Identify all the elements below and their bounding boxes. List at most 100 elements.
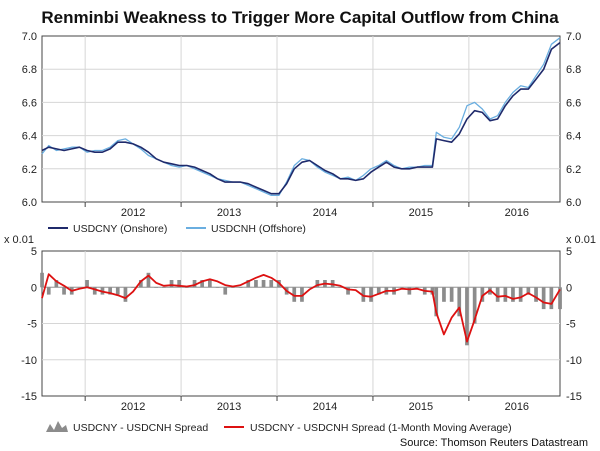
spread-bar [307, 287, 312, 288]
spread-bar [85, 280, 89, 288]
bottom-series [40, 272, 562, 346]
top-y-ticks-right: 7.0 6.8 6.6 6.4 6.2 6.0 [566, 31, 581, 209]
spread-bar [139, 280, 143, 288]
spread-bar [534, 287, 538, 302]
top-x-tick-label-2014: 2014 [313, 207, 337, 219]
spread-bar [369, 287, 373, 302]
top-x-tick-label-2016: 2016 [505, 207, 529, 219]
chart-title: Renminbi Weakness to Trigger More Capita… [41, 8, 559, 27]
top-legend: USDCNY (Onshore) USDCNH (Offshore) [48, 223, 306, 235]
spread-bar [261, 280, 266, 288]
spread-bar [541, 287, 546, 310]
spread-bar [558, 287, 562, 310]
series-line-moving-average [41, 273, 561, 343]
spread-bar [503, 287, 508, 302]
spread-bar [315, 280, 320, 288]
spread-bar [442, 287, 446, 302]
bottom-y-tick-label-right: -10 [566, 355, 582, 367]
spread-bar [472, 287, 477, 324]
bottom-x-tick-label-2015: 2015 [409, 401, 433, 413]
spread-bar [465, 287, 469, 346]
spread-bar [526, 287, 531, 295]
spread-bar [40, 272, 44, 288]
top-plot-frame [41, 35, 561, 203]
bottom-y-tick-label-right: 0 [566, 282, 572, 294]
legend-swatch-spread [46, 421, 68, 432]
spread-bar [518, 287, 523, 302]
legend-label-offshore: USDCNH (Offshore) [211, 223, 306, 235]
spread-bar [399, 287, 404, 288]
top-y-tick-label-right: 6.6 [566, 97, 581, 109]
spread-bar [549, 287, 554, 310]
top-y-ticks-left: 7.0 6.8 6.6 6.4 6.2 6.0 [22, 31, 37, 209]
bottom-y-tick-label-left: -5 [27, 319, 37, 331]
bottom-x-ticks: 2012 2013 2014 2015 2016 [121, 401, 529, 413]
top-series-lines [41, 37, 561, 197]
spread-bar [338, 287, 343, 288]
bottom-y-tick-label-right: -5 [566, 319, 576, 331]
bottom-y-tick-label-left: 0 [31, 282, 37, 294]
spread-bar [215, 287, 220, 288]
spread-bar [123, 287, 128, 302]
spread-bar [495, 287, 500, 302]
spread-bar [115, 287, 120, 295]
spread-bar [449, 287, 454, 302]
top-x-tick-label-2013: 2013 [217, 207, 241, 219]
spread-bar [346, 287, 350, 295]
spread-bar [146, 272, 151, 288]
spread-bar [54, 280, 59, 288]
bottom-x-tick-label-2014: 2014 [313, 401, 337, 413]
spread-bar [361, 287, 366, 302]
spread-bar [162, 287, 166, 288]
top-x-tick-label-2015: 2015 [409, 207, 433, 219]
top-y-tick-label-left: 6.4 [22, 131, 37, 143]
bottom-y-ticks-right: 5 0 -5 -10 -15 [566, 246, 582, 403]
top-y-tick-label-right: 6.2 [566, 164, 581, 176]
top-y-tick-label-right: 7.0 [566, 31, 581, 43]
spread-bar [169, 280, 174, 288]
top-y-tick-label-left: 6.6 [22, 97, 37, 109]
spread-bar [192, 280, 197, 288]
source-note: Source: Thomson Reuters Datastream [400, 437, 588, 449]
spread-bar [62, 287, 66, 295]
spread-bar [407, 287, 412, 295]
spread-bar [300, 287, 304, 302]
spread-bar [154, 287, 158, 288]
bottom-x-tick-label-2013: 2013 [217, 401, 241, 413]
series-line-offshore [41, 37, 561, 197]
top-y-tick-label-right: 6.8 [566, 64, 581, 76]
spread-bar [108, 287, 112, 295]
bottom-y-tick-label-left: 5 [31, 246, 37, 258]
spread-bar [46, 287, 51, 295]
spread-bar [480, 287, 485, 302]
spread-bar [457, 287, 462, 317]
spread-bar [269, 280, 274, 288]
spread-bar [238, 287, 243, 288]
spread-bar [200, 280, 204, 288]
bottom-y-tick-label-right: -15 [566, 391, 582, 403]
top-y-tick-label-left: 6.8 [22, 64, 37, 76]
spread-bar [77, 287, 82, 288]
scale-label-left: x 0.01 [4, 234, 34, 246]
spread-bar [434, 287, 439, 317]
top-y-tick-label-left: 7.0 [22, 31, 37, 43]
spread-bar [185, 287, 189, 288]
spread-bar [511, 287, 515, 302]
spread-bar [131, 287, 135, 288]
spread-bar [92, 287, 97, 295]
spread-bar [246, 280, 251, 288]
top-y-tick-label-left: 6.0 [22, 197, 37, 209]
bottom-legend: USDCNY - USDCNH Spread USDCNY - USDCNH S… [46, 421, 512, 434]
spread-bar [292, 287, 297, 302]
legend-label-spread: USDCNY - USDCNH Spread [73, 422, 208, 434]
scale-label-right: x 0.01 [566, 234, 596, 246]
top-panel: 7.0 6.8 6.6 6.4 6.2 6.0 7.0 6.8 6.6 6.4 6.2 6.0 20… [22, 31, 582, 219]
spread-bar [254, 280, 258, 288]
bottom-panel: 50-5-10-15 50-5-10-15 2012 2013 2014 2015 20… [21, 246, 582, 413]
bottom-y-tick-label-left: -15 [21, 391, 37, 403]
bottom-x-tick-label-2012: 2012 [121, 401, 145, 413]
legend-label-moving-average: USDCNY - USDCNH Spread (1-Month Moving A… [250, 422, 512, 434]
spread-bar [231, 287, 235, 288]
bottom-x-tick-label-2016: 2016 [505, 401, 529, 413]
